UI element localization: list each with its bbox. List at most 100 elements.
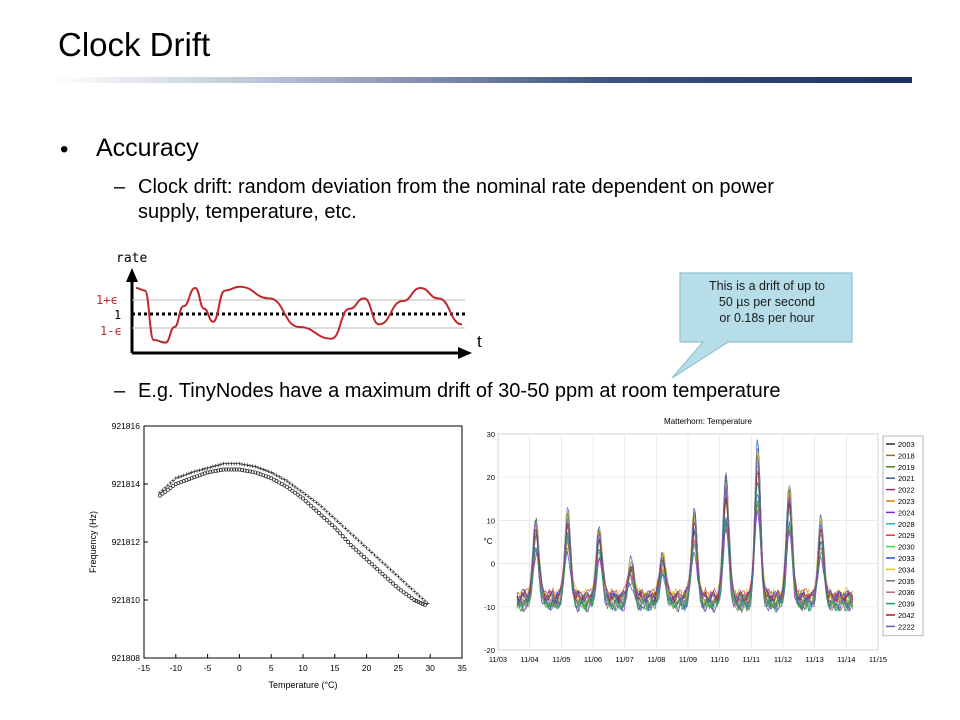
data-point bbox=[327, 512, 332, 516]
rate-curve bbox=[135, 285, 463, 344]
legend-label: 2029 bbox=[898, 531, 915, 540]
data-point bbox=[407, 594, 411, 599]
data-point bbox=[343, 526, 348, 531]
data-point bbox=[187, 471, 191, 476]
y-tick-label: -20 bbox=[484, 646, 495, 655]
x-tick-label: -10 bbox=[170, 663, 183, 673]
data-point bbox=[269, 470, 273, 475]
x-tick-label: 11/05 bbox=[552, 655, 570, 664]
data-point bbox=[250, 464, 255, 468]
data-point bbox=[250, 469, 255, 474]
data-point bbox=[391, 570, 395, 574]
data-point bbox=[242, 462, 247, 467]
data-point bbox=[205, 466, 210, 470]
data-point bbox=[285, 479, 289, 483]
data-point bbox=[407, 584, 411, 589]
callout-text: This is a drift of up to 50 µs per secon… bbox=[684, 278, 850, 326]
data-point bbox=[163, 486, 167, 490]
data-point bbox=[171, 483, 176, 488]
legend-label: 2036 bbox=[898, 588, 915, 597]
data-point bbox=[359, 541, 364, 545]
data-point bbox=[335, 528, 340, 533]
data-point bbox=[409, 596, 414, 601]
x-tick-label: -5 bbox=[204, 663, 212, 673]
data-point bbox=[399, 577, 403, 582]
data-point bbox=[346, 529, 350, 533]
data-point bbox=[277, 474, 281, 479]
callout-line: or 0.18s per hour bbox=[719, 311, 815, 325]
data-point bbox=[324, 518, 329, 523]
data-point bbox=[367, 559, 372, 564]
data-point bbox=[287, 481, 292, 485]
data-point bbox=[272, 472, 276, 476]
x-tick-label: 35 bbox=[457, 663, 467, 673]
slide-title: Clock Drift bbox=[58, 26, 211, 63]
legend-label: 2021 bbox=[898, 474, 915, 483]
data-point bbox=[322, 507, 326, 511]
data-point bbox=[174, 476, 178, 480]
data-point bbox=[205, 470, 210, 475]
data-point bbox=[290, 483, 295, 487]
callout-line: 50 µs per second bbox=[718, 295, 816, 309]
data-point bbox=[181, 473, 186, 478]
legend-label: 2024 bbox=[898, 508, 915, 517]
data-point bbox=[258, 466, 263, 471]
data-point bbox=[343, 537, 348, 542]
data-point bbox=[322, 515, 327, 520]
data-point bbox=[338, 531, 343, 536]
data-point bbox=[287, 486, 292, 491]
data-point bbox=[203, 466, 207, 471]
data-point bbox=[425, 601, 430, 606]
data-point bbox=[317, 502, 321, 507]
legend-label: 2028 bbox=[898, 520, 915, 529]
data-point bbox=[414, 599, 419, 603]
x-tick-label: 11/03 bbox=[489, 655, 507, 664]
data-point bbox=[248, 469, 252, 474]
data-point bbox=[415, 591, 419, 596]
y-tick-label: 921810 bbox=[112, 595, 141, 605]
data-point bbox=[367, 548, 372, 553]
data-point bbox=[176, 475, 181, 480]
x-tick-label: 15 bbox=[330, 663, 340, 673]
data-point bbox=[306, 494, 311, 499]
data-point bbox=[388, 567, 393, 572]
x-tick-label: 25 bbox=[394, 663, 404, 673]
data-point bbox=[416, 599, 421, 604]
y-tick-label: -10 bbox=[484, 603, 495, 612]
data-point bbox=[166, 483, 170, 488]
data-point bbox=[396, 575, 401, 579]
data-point bbox=[197, 468, 202, 473]
data-point bbox=[372, 553, 377, 557]
sub-item-clock-drift-line2: supply, temperature, etc. bbox=[138, 201, 357, 223]
data-point bbox=[401, 590, 406, 595]
data-point bbox=[380, 571, 385, 576]
data-point bbox=[163, 489, 168, 494]
x-axis-label: Temperature (°C) bbox=[268, 680, 337, 690]
data-point bbox=[303, 498, 308, 503]
legend-label: 2030 bbox=[898, 543, 915, 552]
data-point bbox=[165, 487, 170, 492]
data-point bbox=[208, 469, 213, 474]
data-point bbox=[399, 588, 403, 593]
data-point bbox=[338, 521, 342, 526]
data-point bbox=[356, 538, 361, 543]
data-point bbox=[253, 464, 258, 469]
legend-label: 2039 bbox=[898, 600, 915, 609]
x-tick-label: 11/07 bbox=[616, 655, 634, 664]
x-tick-label: 11/06 bbox=[584, 655, 602, 664]
data-point bbox=[348, 531, 353, 536]
data-point bbox=[240, 468, 244, 472]
data-point bbox=[386, 565, 390, 569]
data-point bbox=[200, 467, 205, 472]
data-point bbox=[409, 587, 414, 591]
data-point bbox=[370, 550, 374, 555]
sub-item-clock-drift-line1: Clock drift: random deviation from the n… bbox=[138, 176, 774, 198]
data-point bbox=[372, 564, 377, 569]
callout-line: This is a drift of up to bbox=[708, 279, 826, 293]
data-point bbox=[158, 490, 162, 495]
data-point bbox=[261, 467, 266, 472]
rate-x-label: t bbox=[477, 332, 482, 351]
x-tick-label: 0 bbox=[237, 663, 242, 673]
data-point bbox=[248, 463, 252, 468]
data-point bbox=[401, 579, 406, 584]
